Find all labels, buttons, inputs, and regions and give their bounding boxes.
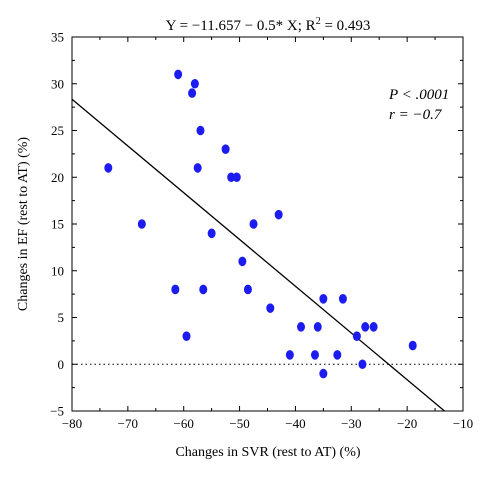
data-point <box>338 294 347 304</box>
data-point <box>369 322 378 332</box>
y-tick-label: 35 <box>51 30 64 45</box>
y-tick-label: 30 <box>51 76 64 91</box>
x-tick-label: −20 <box>397 416 417 431</box>
data-point <box>319 368 328 379</box>
data-point <box>104 163 113 173</box>
data-point <box>232 172 241 183</box>
data-point <box>137 219 146 229</box>
x-tick-label: −10 <box>453 416 473 431</box>
data-point <box>174 69 183 80</box>
regression-equation: Y = −11.657 − 0.5* X; R2 = 0.493 <box>166 16 371 34</box>
data-point <box>319 294 328 304</box>
data-point <box>238 256 247 267</box>
data-point <box>193 163 202 173</box>
y-tick-label: 20 <box>51 170 64 185</box>
y-axis-title: Changes in EF (rest to AT) (%) <box>16 137 31 312</box>
x-tick-label: −30 <box>341 416 361 431</box>
data-point <box>196 125 205 136</box>
data-point <box>190 78 199 89</box>
y-tick-label: 5 <box>58 310 65 325</box>
y-tick-label: 0 <box>58 357 65 372</box>
data-point <box>249 219 258 229</box>
data-point <box>221 144 230 154</box>
x-tick-label: −40 <box>285 416 305 431</box>
data-point <box>188 88 197 98</box>
data-point <box>227 172 236 183</box>
data-points <box>104 69 417 379</box>
x-tick-label: −80 <box>62 416 82 431</box>
data-point <box>352 331 361 342</box>
data-point <box>310 350 319 360</box>
data-point <box>274 209 283 220</box>
y-tick-label: 25 <box>51 123 64 138</box>
data-point <box>243 284 252 295</box>
x-axis-title: Changes in SVR (rest to AT) (%) <box>175 445 360 460</box>
data-point <box>182 331 191 342</box>
data-point <box>358 359 367 370</box>
x-tick-label: −70 <box>118 416 138 431</box>
data-point <box>313 322 322 332</box>
y-tick-label: 15 <box>51 217 64 232</box>
x-tick-label: −50 <box>229 416 249 431</box>
data-point <box>171 284 180 295</box>
data-point <box>199 284 208 295</box>
data-point <box>297 322 306 332</box>
x-tick-label: −60 <box>174 416 194 431</box>
regression-line <box>71 98 445 412</box>
data-point <box>285 350 294 360</box>
y-tick-label: −5 <box>50 404 64 419</box>
r-value-annotation: r = −0.7 <box>389 107 443 123</box>
data-point <box>266 303 275 313</box>
y-tick-label: 10 <box>51 263 64 278</box>
data-point <box>408 340 417 351</box>
data-point <box>207 228 216 239</box>
data-point <box>361 322 370 332</box>
p-value-annotation: P < .0001 <box>388 87 449 103</box>
chart-lines <box>71 98 463 412</box>
data-point <box>333 350 342 360</box>
